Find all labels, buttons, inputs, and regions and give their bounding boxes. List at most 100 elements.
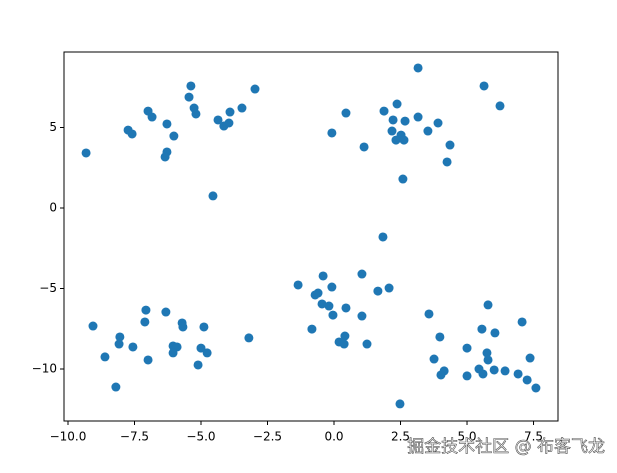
point bbox=[483, 355, 493, 365]
point bbox=[196, 343, 206, 353]
point bbox=[531, 383, 541, 393]
point bbox=[462, 343, 472, 353]
point bbox=[429, 354, 439, 364]
plot-frame bbox=[63, 51, 559, 422]
point bbox=[482, 348, 492, 358]
point bbox=[81, 148, 91, 158]
point bbox=[162, 119, 172, 129]
point bbox=[88, 321, 98, 331]
y-tick-label: −10 bbox=[32, 361, 57, 375]
point bbox=[341, 108, 351, 118]
point bbox=[378, 232, 388, 242]
point bbox=[310, 290, 320, 300]
point bbox=[340, 331, 350, 341]
point bbox=[433, 118, 443, 128]
point bbox=[435, 332, 445, 342]
point bbox=[224, 118, 234, 128]
point bbox=[388, 115, 398, 125]
point bbox=[477, 324, 487, 334]
point bbox=[143, 355, 153, 365]
point bbox=[193, 360, 203, 370]
point bbox=[307, 324, 317, 334]
point bbox=[517, 317, 527, 327]
watermark: 掘金技术社区 @ 布客飞龙 bbox=[407, 437, 605, 457]
point bbox=[384, 283, 394, 293]
point bbox=[478, 369, 488, 379]
point bbox=[362, 339, 372, 349]
x-tick-label: 7.5 bbox=[524, 430, 543, 444]
point bbox=[115, 332, 125, 342]
point bbox=[500, 366, 510, 376]
point bbox=[111, 382, 121, 392]
point bbox=[341, 303, 351, 313]
point bbox=[387, 126, 397, 136]
x-tick-label: 0.0 bbox=[324, 430, 343, 444]
point bbox=[114, 339, 124, 349]
point bbox=[140, 317, 150, 327]
x-tick-label: −5.0 bbox=[186, 430, 215, 444]
point bbox=[483, 300, 493, 310]
point bbox=[436, 370, 446, 380]
point bbox=[237, 103, 247, 113]
point bbox=[141, 305, 151, 315]
point bbox=[462, 371, 472, 381]
x-tick-label: 2.5 bbox=[391, 430, 410, 444]
point bbox=[398, 174, 408, 184]
point bbox=[339, 339, 349, 349]
point bbox=[525, 353, 535, 363]
point bbox=[100, 352, 110, 362]
point bbox=[391, 135, 401, 145]
point bbox=[199, 322, 209, 332]
point bbox=[168, 348, 178, 358]
x-tick-label: −10.0 bbox=[50, 430, 87, 444]
point bbox=[128, 342, 138, 352]
point bbox=[479, 81, 489, 91]
y-tick-label: −5 bbox=[39, 281, 57, 295]
point bbox=[445, 140, 455, 150]
y-tick-label: 5 bbox=[49, 120, 57, 134]
point bbox=[250, 84, 260, 94]
y-tick-label: 0 bbox=[49, 201, 57, 215]
point bbox=[225, 107, 235, 117]
point bbox=[357, 311, 367, 321]
point bbox=[413, 112, 423, 122]
x-tick-label: −7.5 bbox=[120, 430, 149, 444]
point bbox=[328, 310, 338, 320]
x-tick-label: 5.0 bbox=[457, 430, 476, 444]
point bbox=[359, 142, 369, 152]
point bbox=[413, 63, 423, 73]
point bbox=[395, 399, 405, 409]
point bbox=[495, 101, 505, 111]
point bbox=[489, 365, 499, 375]
point bbox=[178, 322, 188, 332]
point bbox=[293, 280, 303, 290]
point bbox=[186, 81, 196, 91]
point bbox=[208, 191, 218, 201]
x-tick-label: −2.5 bbox=[253, 430, 282, 444]
point bbox=[373, 286, 383, 296]
point bbox=[317, 299, 327, 309]
point bbox=[213, 115, 223, 125]
point bbox=[202, 348, 212, 358]
point bbox=[318, 271, 328, 281]
point bbox=[442, 157, 452, 167]
point bbox=[244, 333, 254, 343]
point bbox=[160, 152, 170, 162]
point bbox=[392, 99, 402, 109]
point bbox=[327, 282, 337, 292]
point bbox=[147, 112, 157, 122]
point bbox=[327, 128, 337, 138]
point bbox=[399, 135, 409, 145]
point bbox=[324, 301, 334, 311]
point bbox=[490, 328, 500, 338]
point bbox=[127, 129, 137, 139]
point bbox=[184, 92, 194, 102]
point bbox=[161, 307, 171, 317]
point bbox=[423, 126, 433, 136]
point bbox=[522, 375, 532, 385]
point bbox=[400, 116, 410, 126]
point bbox=[424, 309, 434, 319]
point bbox=[379, 106, 389, 116]
point bbox=[357, 269, 367, 279]
